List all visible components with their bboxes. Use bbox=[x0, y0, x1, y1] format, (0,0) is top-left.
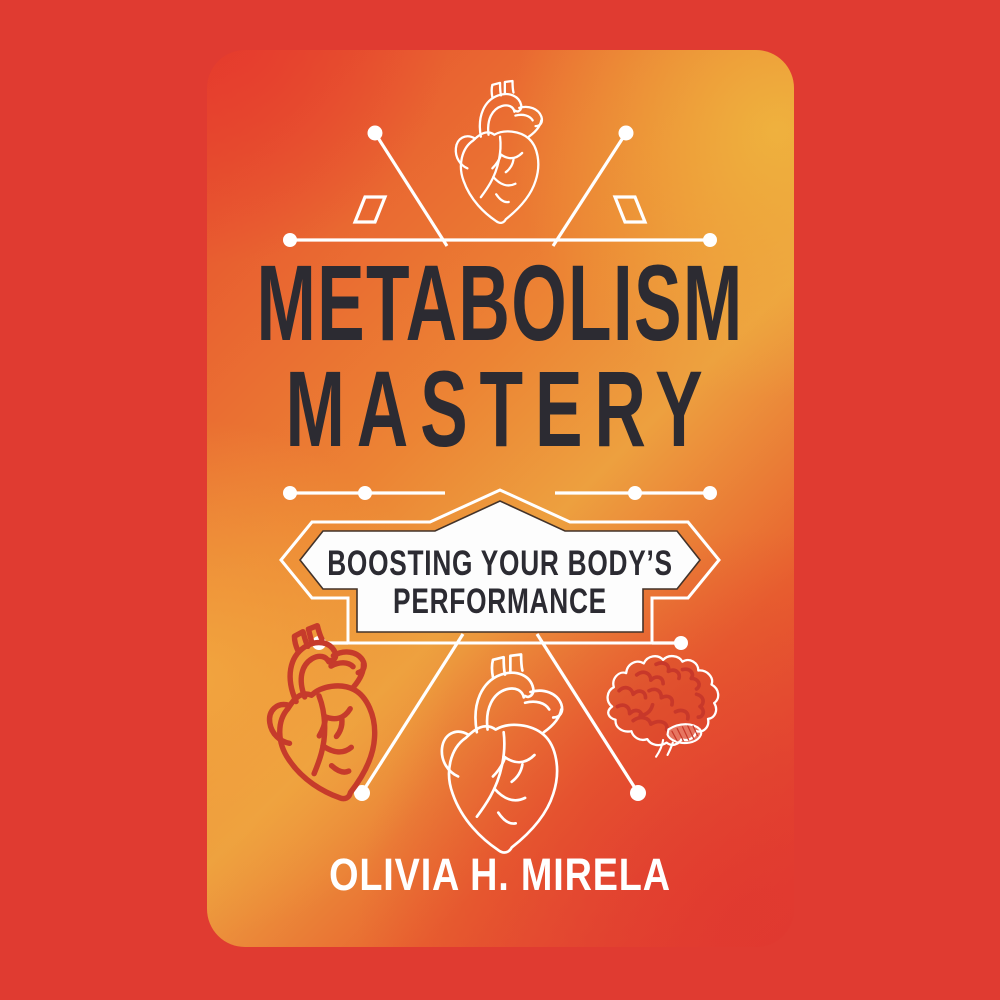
anatomical-heart-outline-icon-center bbox=[440, 653, 564, 854]
circuit-lines-mid bbox=[283, 486, 717, 500]
badge-outer-outline bbox=[279, 488, 721, 645]
parallelogram-left-icon bbox=[352, 195, 388, 224]
circuit-lines-top bbox=[283, 125, 717, 247]
brain-stem bbox=[655, 738, 674, 758]
title-line-2: MASTERY bbox=[285, 348, 715, 469]
title-line-1: METABOLISM bbox=[256, 242, 744, 363]
brain-icon-right bbox=[606, 655, 720, 758]
cerebellum-hatch bbox=[671, 725, 699, 742]
hexagonal-banner-badge bbox=[279, 488, 721, 645]
subtitle-line-2: PERFORMANCE bbox=[393, 582, 607, 621]
badge-shape bbox=[298, 500, 702, 633]
brain-gyri bbox=[615, 661, 706, 732]
parallelogram-right-icon bbox=[612, 195, 648, 224]
anatomical-heart-outline-icon-top bbox=[454, 79, 544, 224]
author-name: OLIVIA H. MIRELA bbox=[329, 849, 671, 900]
circuit-lines-bottom bbox=[312, 633, 688, 801]
subtitle-line-1: BOOSTING YOUR BODY’S bbox=[327, 544, 673, 583]
